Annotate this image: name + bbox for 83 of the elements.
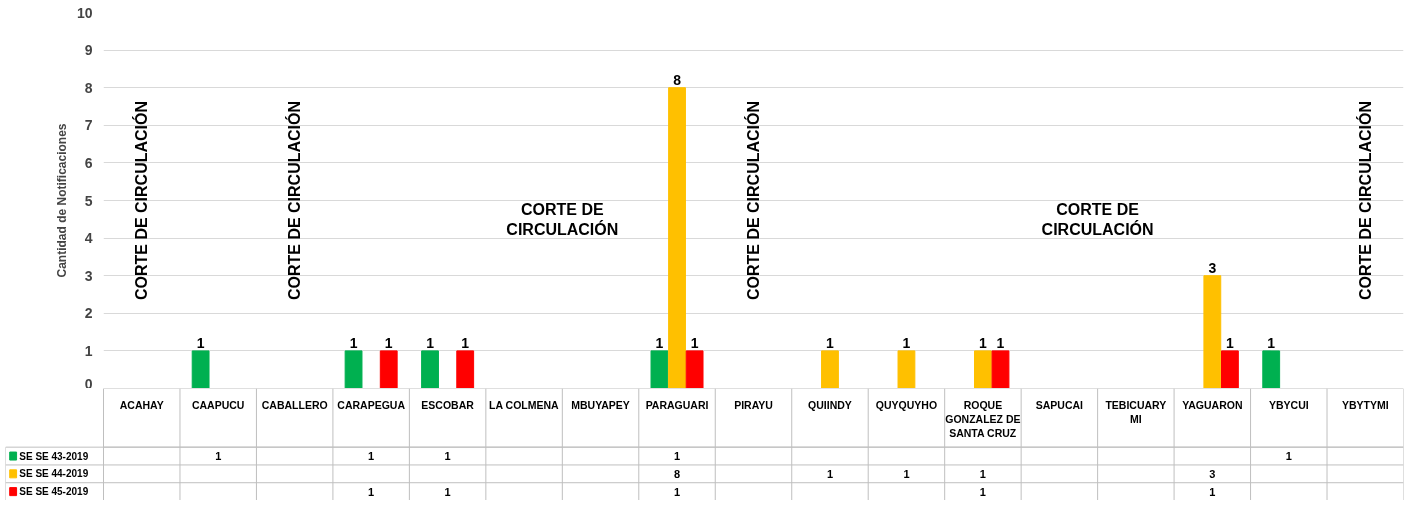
- x-tick-label: ACAHAY: [119, 399, 164, 412]
- bar: [991, 350, 1010, 388]
- bar: [344, 350, 363, 388]
- x-tick-label: SAPUCAI: [1035, 399, 1084, 412]
- x-tick-label: TEBICUARY MI: [1105, 399, 1167, 425]
- x-tick-label: CAAPUCU: [191, 399, 245, 412]
- text: 1: [461, 334, 470, 351]
- text: 3: [1208, 259, 1217, 276]
- annotation: CORTE DE CIRCULACIÓN: [285, 100, 304, 301]
- data-label: 1: [444, 450, 451, 463]
- bar: [456, 350, 475, 388]
- data-label: 1: [673, 485, 681, 498]
- x-tick-label: QUIINDY: [808, 399, 852, 412]
- x-tick-label: CABALLERO: [261, 399, 328, 412]
- x-tick-label: MBUYAPEY: [571, 399, 630, 412]
- x-tick-label: PARAGUARI: [645, 399, 709, 412]
- text: 1: [426, 334, 434, 351]
- text: 1: [996, 334, 1005, 351]
- data-label: 8: [673, 467, 681, 480]
- y-tick-label: 2: [84, 305, 93, 322]
- text: 1: [902, 334, 911, 351]
- bar: [685, 350, 704, 388]
- x-tick-label: ROQUE GONZALEZ DE SANTA CRUZ: [945, 399, 1021, 439]
- text: 1: [384, 334, 393, 351]
- bar: [897, 350, 916, 388]
- x-tick-label: QUYQUYHO: [875, 399, 938, 412]
- x-tick-label: ESCOBAR: [421, 399, 475, 412]
- bar: [1221, 350, 1239, 388]
- bar: [1262, 350, 1281, 388]
- y-axis-title: Cantidad de Notificaciones: [54, 123, 69, 278]
- text: 1: [349, 334, 358, 351]
- y-tick-label: 4: [84, 230, 93, 247]
- data-label: 1: [1285, 450, 1292, 463]
- bar: [1203, 275, 1222, 388]
- bar: [191, 350, 210, 388]
- data-label: 1: [979, 485, 986, 498]
- text: 1: [196, 334, 205, 351]
- bar: [379, 350, 398, 388]
- text: 8: [673, 71, 681, 88]
- bar: [650, 350, 669, 388]
- data-label: 1: [826, 467, 834, 480]
- data-label: 1: [368, 485, 375, 498]
- x-tick-label: PIRAYU: [734, 399, 773, 412]
- legend-label: SE SE 44-2019: [19, 468, 89, 480]
- text: 1: [826, 334, 834, 351]
- data-label: 1: [1209, 485, 1216, 498]
- bar: [421, 350, 439, 388]
- y-tick-label: 6: [84, 154, 93, 171]
- annotation: CORTE DE CIRCULACIÓN: [506, 200, 619, 238]
- text: 1: [979, 334, 987, 351]
- data-label: 1: [979, 467, 986, 480]
- y-tick-label: 3: [84, 267, 93, 284]
- x-tick-label: YBYTYMI: [1341, 399, 1389, 412]
- x-tick-label: CARAPEGUA: [337, 399, 406, 412]
- legend-label: SE SE 45-2019: [19, 486, 89, 498]
- text: 1: [655, 334, 664, 351]
- x-tick-label: LA COLMENA: [489, 399, 560, 412]
- data-label: 1: [673, 450, 681, 463]
- bar: [821, 350, 839, 388]
- y-tick-label: 5: [84, 192, 93, 209]
- x-tick-label: YAGUARON: [1182, 399, 1243, 412]
- data-label: 1: [444, 485, 451, 498]
- y-tick-label: 9: [84, 42, 93, 59]
- data-label: 1: [903, 467, 910, 480]
- y-tick-label: 10: [76, 4, 93, 21]
- bar: [668, 87, 686, 388]
- data-label: 3: [1209, 467, 1216, 480]
- y-tick-label: 7: [84, 117, 93, 134]
- y-tick-label: 0: [84, 375, 93, 392]
- annotation: CORTE DE CIRCULACIÓN: [132, 100, 151, 301]
- data-label: 1: [368, 450, 375, 463]
- y-tick-label: 1: [84, 342, 93, 359]
- annotation: CORTE DE CIRCULACIÓN: [1355, 100, 1374, 301]
- x-tick-label: YBYCUI: [1268, 399, 1309, 412]
- text: 1: [1226, 334, 1234, 351]
- text: 1: [1267, 334, 1276, 351]
- bar: [974, 350, 992, 388]
- annotation: CORTE DE CIRCULACIÓN: [1041, 200, 1154, 238]
- text: 1: [690, 334, 699, 351]
- y-tick-label: 8: [84, 79, 93, 96]
- legend-label: SE SE 43-2019: [19, 450, 89, 462]
- annotation: CORTE DE CIRCULACIÓN: [744, 100, 762, 301]
- data-label: 1: [215, 450, 222, 463]
